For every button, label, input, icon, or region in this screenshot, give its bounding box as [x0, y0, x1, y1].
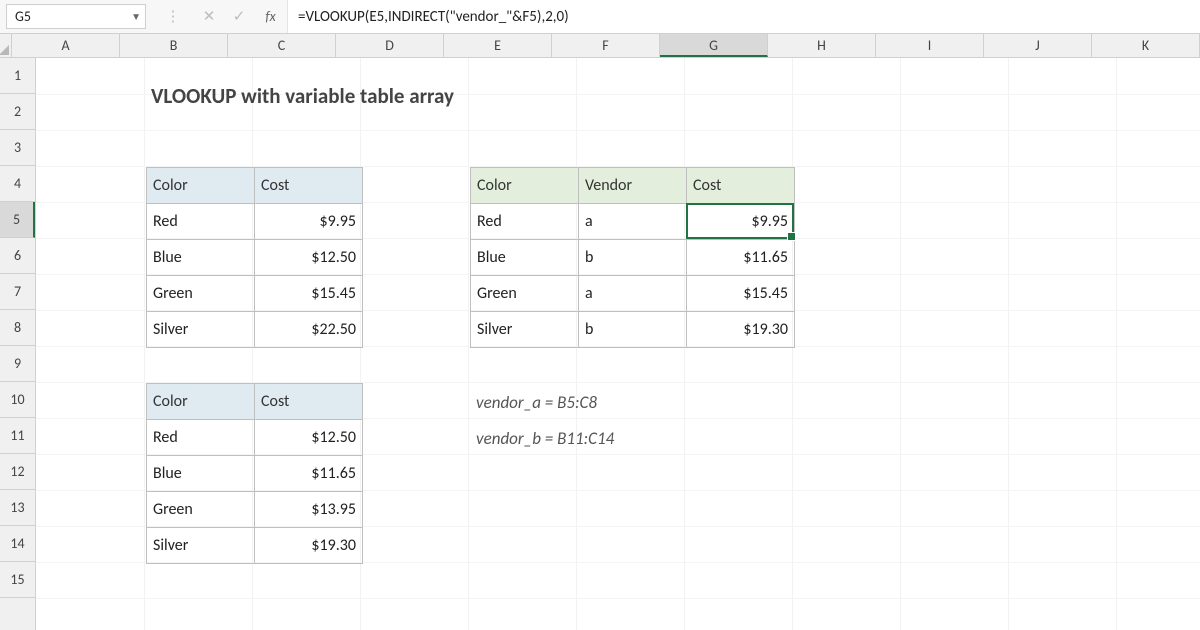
- cancel-icon[interactable]: ✕: [194, 0, 224, 33]
- table-header: Color: [471, 168, 579, 204]
- table-cell[interactable]: $12.50: [255, 240, 363, 276]
- table-cell[interactable]: $22.50: [255, 312, 363, 348]
- table-cell[interactable]: $9.95: [255, 204, 363, 240]
- column-header-A[interactable]: A: [12, 34, 120, 57]
- table-cell[interactable]: $15.45: [255, 276, 363, 312]
- table-header: Cost: [255, 384, 363, 420]
- table-header: Cost: [687, 168, 795, 204]
- formula-bar: G5 ▼ ⋮ ✕ ✓ fx =VLOOKUP(E5,INDIRECT("vend…: [0, 0, 1200, 34]
- row-header-13[interactable]: 13: [0, 490, 35, 526]
- row-header-1[interactable]: 1: [0, 58, 35, 94]
- column-header-J[interactable]: J: [984, 34, 1092, 57]
- column-header-I[interactable]: I: [876, 34, 984, 57]
- table-cell[interactable]: b: [579, 240, 687, 276]
- column-header-B[interactable]: B: [120, 34, 228, 57]
- name-box[interactable]: G5 ▼: [6, 4, 146, 29]
- table-cell[interactable]: $19.30: [687, 312, 795, 348]
- separator-icon: ⋮: [152, 0, 194, 33]
- table-cell[interactable]: $12.50: [255, 420, 363, 456]
- table-header: Vendor: [579, 168, 687, 204]
- row-headers: 123456789101112131415: [0, 58, 36, 630]
- row-header-12[interactable]: 12: [0, 454, 35, 490]
- table-cell[interactable]: Green: [147, 492, 255, 528]
- row-header-8[interactable]: 8: [0, 310, 35, 346]
- row-header-9[interactable]: 9: [0, 346, 35, 382]
- select-all-corner[interactable]: [0, 34, 12, 57]
- accept-icon[interactable]: ✓: [224, 0, 254, 33]
- table-cell[interactable]: Red: [471, 204, 579, 240]
- table-lookup: Color Vendor Cost Reda$9.95 Blueb$11.65 Gr…: [470, 167, 795, 348]
- name-box-value: G5: [15, 8, 31, 25]
- cells-area[interactable]: VLOOKUP with variable table array Color …: [36, 58, 1200, 630]
- column-header-D[interactable]: D: [336, 34, 444, 57]
- table-cell[interactable]: $11.65: [255, 456, 363, 492]
- column-header-G[interactable]: G: [660, 34, 768, 57]
- table-cell[interactable]: Silver: [147, 312, 255, 348]
- table-cell[interactable]: $9.95: [687, 204, 795, 240]
- chevron-down-icon[interactable]: ▼: [131, 10, 141, 23]
- row-header-2[interactable]: 2: [0, 94, 35, 130]
- fx-icon[interactable]: fx: [254, 0, 288, 33]
- column-header-E[interactable]: E: [444, 34, 552, 57]
- table-cell[interactable]: Green: [147, 276, 255, 312]
- table-cell[interactable]: $15.45: [687, 276, 795, 312]
- row-header-14[interactable]: 14: [0, 526, 35, 562]
- table-header: Cost: [255, 168, 363, 204]
- column-header-C[interactable]: C: [228, 34, 336, 57]
- table-cell[interactable]: Red: [147, 420, 255, 456]
- table-cell[interactable]: Blue: [471, 240, 579, 276]
- page-title: VLOOKUP with variable table array: [151, 83, 454, 109]
- column-headers: ABCDEFGHIJK: [0, 34, 1200, 58]
- named-range-note-b: vendor_b = B11:C14: [476, 428, 614, 449]
- grid: 123456789101112131415 VLOOKUP with varia…: [0, 58, 1200, 630]
- table-cell[interactable]: $19.30: [255, 528, 363, 564]
- table-cell[interactable]: $11.65: [687, 240, 795, 276]
- table-cell[interactable]: a: [579, 204, 687, 240]
- row-header-15[interactable]: 15: [0, 562, 35, 598]
- formula-text: =VLOOKUP(E5,INDIRECT("vendor_"&F5),2,0): [298, 8, 569, 26]
- table-cell[interactable]: $13.95: [255, 492, 363, 528]
- row-header-10[interactable]: 10: [0, 382, 35, 418]
- table-cell[interactable]: Green: [471, 276, 579, 312]
- table-cell[interactable]: Red: [147, 204, 255, 240]
- table-vendor-a: Color Cost Red$9.95Blue$12.50Green$15.45…: [146, 167, 363, 348]
- row-header-3[interactable]: 3: [0, 130, 35, 166]
- column-header-H[interactable]: H: [768, 34, 876, 57]
- row-header-11[interactable]: 11: [0, 418, 35, 454]
- row-header-5[interactable]: 5: [0, 202, 35, 238]
- column-header-F[interactable]: F: [552, 34, 660, 57]
- table-cell[interactable]: b: [579, 312, 687, 348]
- table-cell[interactable]: Silver: [471, 312, 579, 348]
- row-header-4[interactable]: 4: [0, 166, 35, 202]
- formula-input[interactable]: =VLOOKUP(E5,INDIRECT("vendor_"&F5),2,0): [288, 0, 1200, 33]
- table-cell[interactable]: Blue: [147, 240, 255, 276]
- table-cell[interactable]: Silver: [147, 528, 255, 564]
- row-header-7[interactable]: 7: [0, 274, 35, 310]
- table-cell[interactable]: a: [579, 276, 687, 312]
- column-header-K[interactable]: K: [1092, 34, 1200, 57]
- table-header: Color: [147, 168, 255, 204]
- row-header-6[interactable]: 6: [0, 238, 35, 274]
- table-cell[interactable]: Blue: [147, 456, 255, 492]
- named-range-note-a: vendor_a = B5:C8: [476, 392, 597, 413]
- table-vendor-b: Color Cost Red$12.50Blue$11.65Green$13.9…: [146, 383, 363, 564]
- table-header: Color: [147, 384, 255, 420]
